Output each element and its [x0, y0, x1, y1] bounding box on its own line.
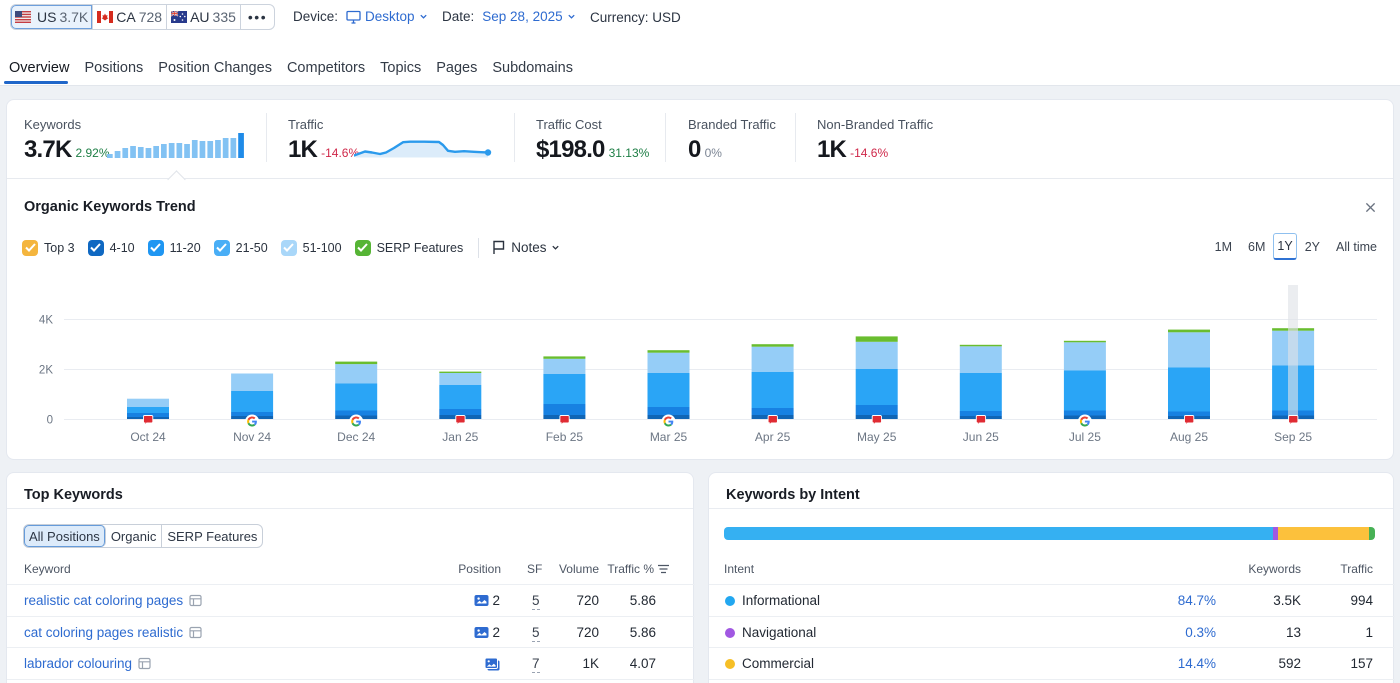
svg-text:Jan 25: Jan 25 [442, 430, 478, 444]
svg-text:Nov 24: Nov 24 [233, 430, 271, 444]
svg-text:Mar 25: Mar 25 [650, 430, 688, 444]
svg-text:Jul 25: Jul 25 [1069, 430, 1101, 444]
svg-text:Aug 25: Aug 25 [1170, 430, 1208, 444]
svg-text:Apr 25: Apr 25 [755, 430, 791, 444]
svg-text:2K: 2K [39, 365, 53, 377]
svg-text:Jun 25: Jun 25 [963, 430, 999, 444]
svg-text:Feb 25: Feb 25 [546, 430, 584, 444]
svg-text:4K: 4K [39, 315, 53, 327]
svg-text:Oct 24: Oct 24 [130, 430, 166, 444]
svg-text:Sep 25: Sep 25 [1274, 430, 1312, 444]
svg-text:Dec 24: Dec 24 [337, 430, 375, 444]
svg-text:May 25: May 25 [857, 430, 897, 444]
svg-text:0: 0 [47, 415, 53, 427]
